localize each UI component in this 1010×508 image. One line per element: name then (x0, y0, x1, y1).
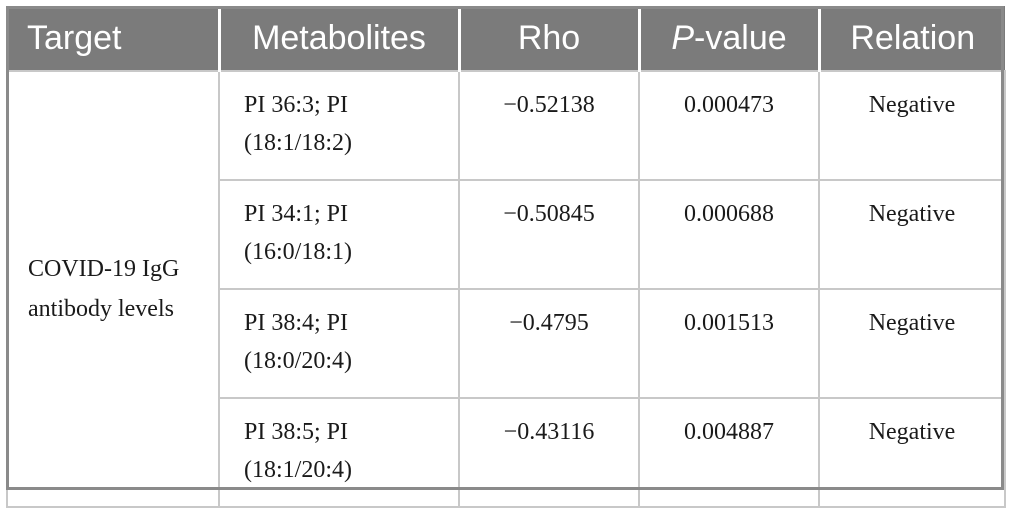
header-metabolites: Metabolites (217, 6, 459, 71)
rho-cell: −0.52138 (458, 70, 640, 181)
p-value-cell: 0.001513 (638, 288, 820, 399)
relation-cell: Negative (818, 397, 1006, 508)
rho-cell: −0.4795 (458, 288, 640, 399)
metabolite-line-2: (18:1/20:4) (244, 457, 352, 483)
header-row: Target Metabolites Rho P-value Relation (7, 6, 1005, 71)
metabolite-cell: PI 36:3; PI (18:1/18:2) (218, 70, 460, 181)
metabolite-cell: PI 38:4; PI (18:0/20:4) (218, 288, 460, 399)
header-p-value: P-value (637, 6, 819, 71)
metabolite-line-1: PI 38:4; PI (244, 310, 349, 336)
correlation-table: Target Metabolites Rho P-value Relation … (6, 6, 1006, 508)
table-row: PI 34:1; PI (16:0/18:1) −0.50845 0.000688… (7, 179, 1006, 290)
header-p-suffix: -value (694, 18, 787, 57)
table-row: PI 38:4; PI (18:0/20:4) −0.4795 0.001513 … (7, 288, 1006, 399)
metabolite-cell: PI 34:1; PI (16:0/18:1) (218, 179, 460, 290)
rho-cell: −0.50845 (458, 179, 640, 290)
p-value-cell: 0.000473 (638, 70, 820, 181)
rho-cell: −0.43116 (458, 397, 640, 508)
relation-cell: Negative (818, 70, 1006, 181)
metabolite-line-1: PI 34:1; PI (244, 201, 349, 227)
table-row: COVID-19 IgG antibody levels PI 36:3; PI… (6, 70, 1006, 508)
header-p-prefix: P (671, 18, 695, 57)
relation-cell: Negative (818, 179, 1006, 290)
metabolite-line-2: (18:0/20:4) (244, 348, 352, 374)
metabolite-line-2: (16:0/18:1) (244, 239, 352, 265)
relation-cell: Negative (818, 288, 1006, 399)
header-target: Target (7, 6, 219, 71)
metabolite-cell: PI 38:5; PI (18:1/20:4) (218, 397, 460, 508)
header-relation: Relation (817, 6, 1005, 71)
p-value-cell: 0.004887 (638, 397, 820, 508)
metabolite-line-1: PI 38:5; PI (244, 419, 349, 445)
metabolite-line-2: (18:1/18:2) (244, 130, 352, 156)
header-rho: Rho (457, 6, 639, 71)
target-cell: COVID-19 IgG antibody levels (6, 70, 220, 508)
p-value-cell: 0.000688 (638, 179, 820, 290)
results-table-container: Target Metabolites Rho P-value Relation … (6, 6, 1006, 508)
metabolite-line-1: PI 36:3; PI (244, 92, 349, 118)
